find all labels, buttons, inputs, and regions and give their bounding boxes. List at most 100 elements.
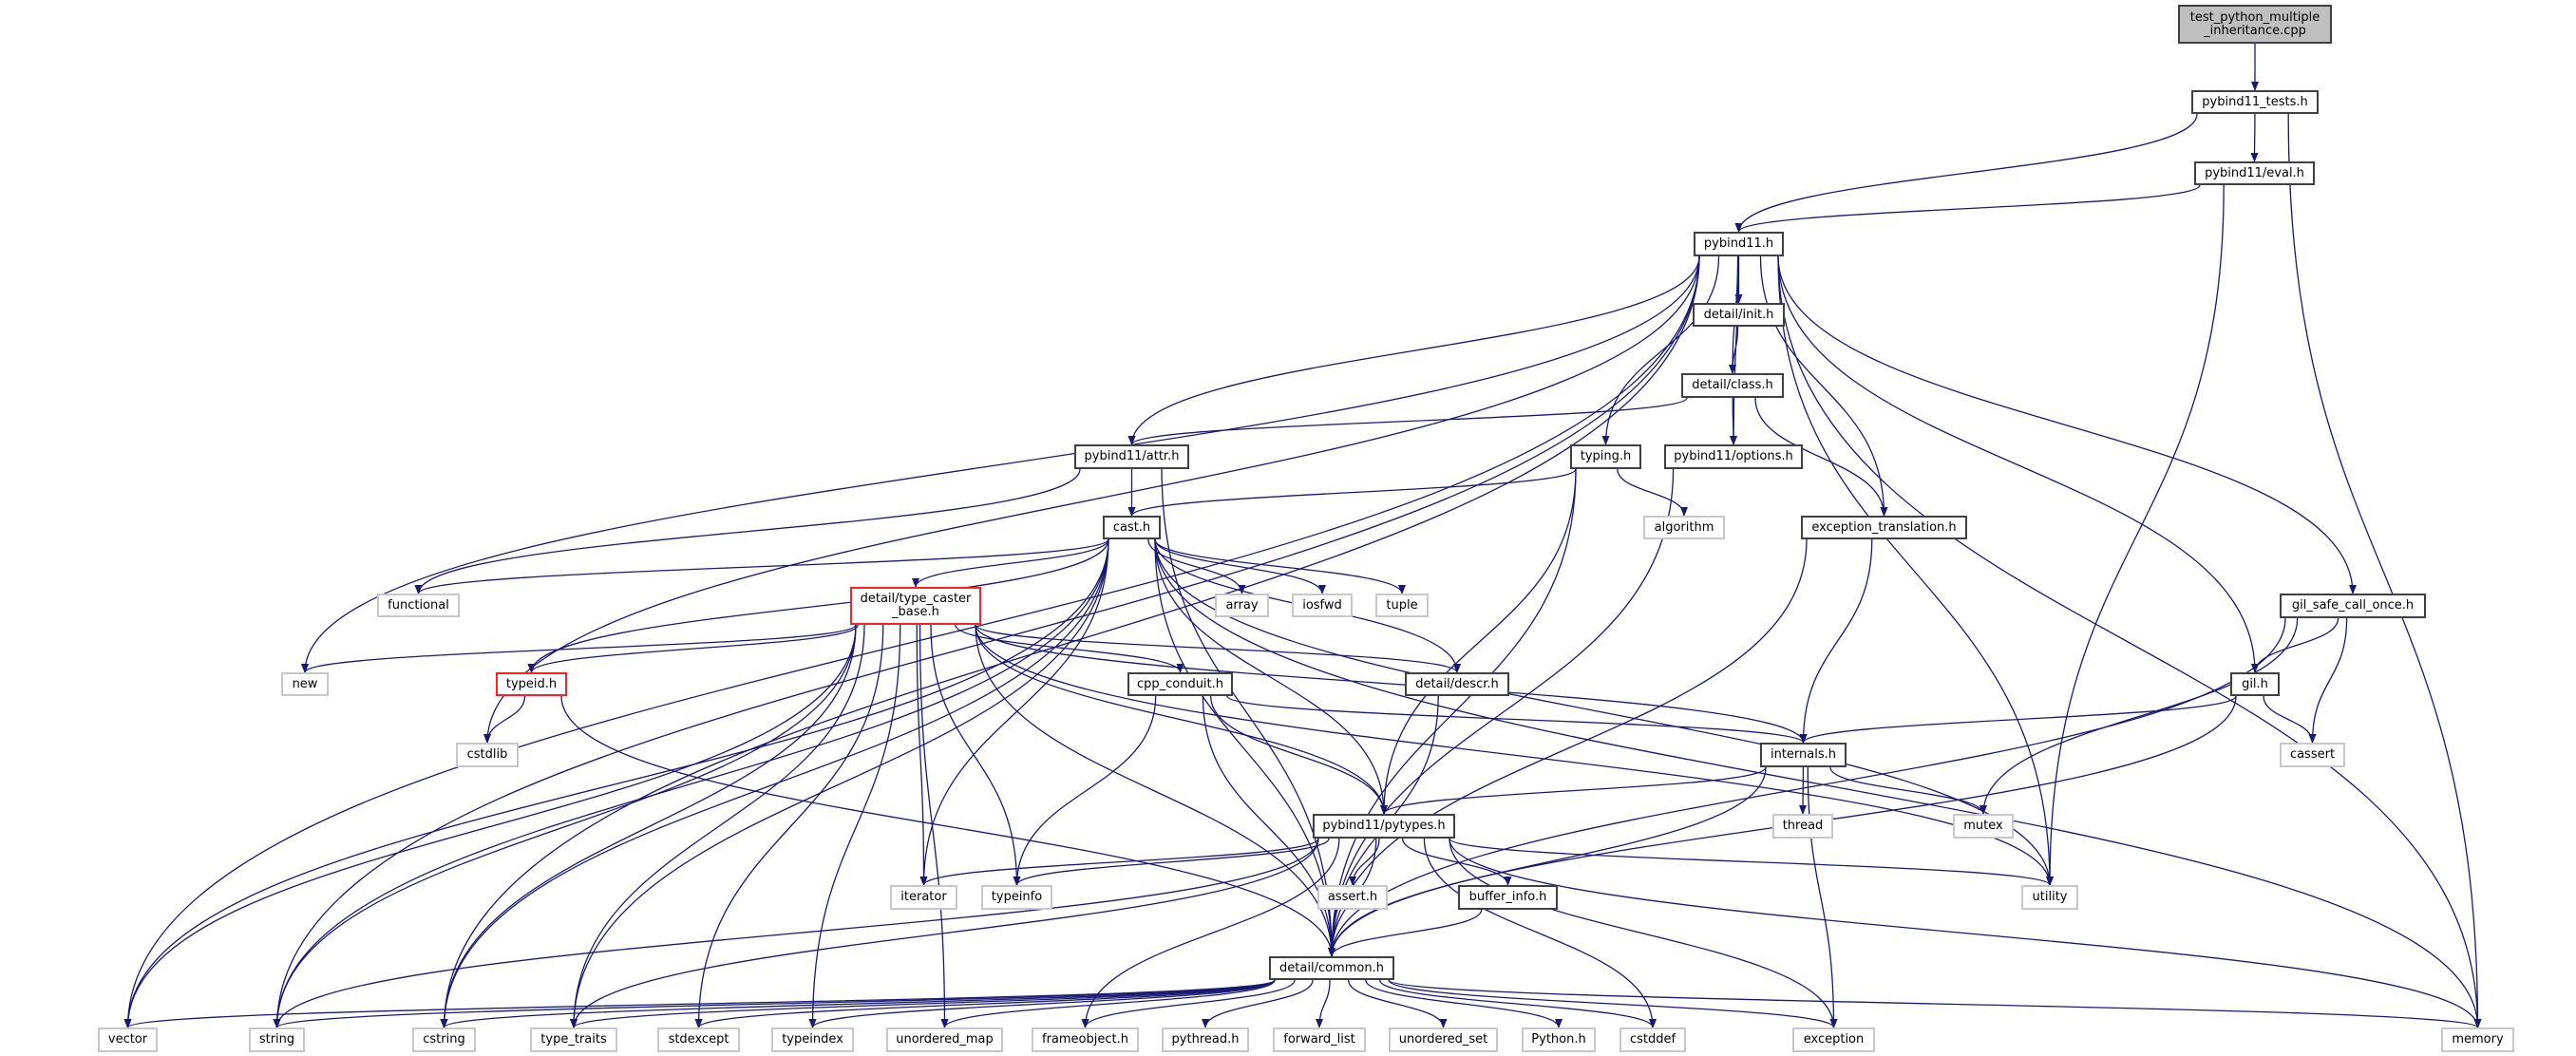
edge-cast-to-functional xyxy=(414,538,1109,594)
node-descr[interactable]: detail/descr.h xyxy=(1405,672,1509,696)
edge-cpp_conduit-to-typeinfo xyxy=(1013,695,1157,886)
edge-pybind11-to-utility xyxy=(1777,255,2054,886)
node-cassert: cassert xyxy=(2280,743,2345,767)
edge-cast-to-pytypes xyxy=(1154,538,1388,815)
edge-internals-to-mutex xyxy=(1829,766,1987,815)
node-frameobject: frameobject.h xyxy=(1032,1028,1139,1052)
node-typing[interactable]: typing.h xyxy=(1570,444,1641,469)
node-attr[interactable]: pybind11/attr.h xyxy=(1074,444,1189,469)
edge-typing-to-common xyxy=(1328,468,1577,957)
edge-cast-to-memory xyxy=(1154,538,2482,1028)
node-typeinfo: typeinfo xyxy=(981,885,1052,910)
edge-common-to-unordered_set xyxy=(1347,979,1448,1028)
node-utility: utility xyxy=(2021,885,2078,910)
edge-common-to-string xyxy=(273,979,1276,1028)
node-pybind11[interactable]: pybind11.h xyxy=(1694,232,1784,256)
node-unordered-map: unordered_map xyxy=(886,1028,1003,1052)
edge-common-to-cstring xyxy=(440,979,1276,1028)
edge-typeid-to-cstdlib xyxy=(483,695,526,744)
node-init[interactable]: detail/init.h xyxy=(1693,303,1785,327)
edge-cast-to-array xyxy=(1147,538,1246,594)
edge-tcb-to-stdexcept xyxy=(694,624,884,1028)
node-cstddef: cstddef xyxy=(1619,1028,1686,1052)
edge-cast-to-tuple xyxy=(1154,538,1406,594)
edge-pytypes-to-utility xyxy=(1449,838,2054,886)
edge-pybind11-to-gsco xyxy=(1777,255,2357,594)
edge-pytypes-to-iterator xyxy=(919,838,1319,886)
edge-pytypes-to-buffer_info xyxy=(1401,838,1512,886)
edge-common-to-type_traits xyxy=(570,979,1276,1028)
edge-buffer_info-to-common xyxy=(1328,909,1483,957)
edge-tcb-to-typeinfo xyxy=(930,624,1021,886)
node-buffer-info[interactable]: buffer_info.h xyxy=(1458,885,1558,910)
edge-pytypes-to-assert xyxy=(1349,838,1380,886)
node-cpp-conduit[interactable]: cpp_conduit.h xyxy=(1127,672,1233,696)
edge-tcb-to-descr xyxy=(975,624,1461,673)
edge-pybind11-to-memory xyxy=(1777,255,2482,1028)
node-exception: exception xyxy=(1792,1028,1875,1052)
node-forward-list: forward_list xyxy=(1273,1028,1366,1052)
edge-cpp_conduit-to-common xyxy=(1202,695,1335,957)
edge-typing-to-cast xyxy=(1127,468,1577,517)
node-exc-trans[interactable]: exception_translation.h xyxy=(1801,516,1967,539)
node-type-traits: type_traits xyxy=(530,1028,617,1052)
edge-attr-to-functional xyxy=(414,468,1081,594)
edge-tcb-to-common xyxy=(975,624,1335,957)
edge-tcb-to-string xyxy=(273,624,857,1028)
edge-internals-to-pytypes xyxy=(1380,766,1767,815)
node-unordered-set: unordered_set xyxy=(1389,1028,1498,1052)
edge-common-to-cstddef xyxy=(1379,979,1657,1028)
node-title[interactable]: test_python_multiple _inheritance.cpp xyxy=(2178,5,2332,44)
edge-common-to-python xyxy=(1365,979,1563,1028)
edge-gil-to-internals xyxy=(1799,695,2237,744)
edge-common-to-exception xyxy=(1388,979,1838,1028)
node-gil[interactable]: gil.h xyxy=(2230,672,2280,696)
edge-tcb-to-typeindex xyxy=(808,624,901,1028)
node-gsco[interactable]: gil_safe_call_once.h xyxy=(2280,594,2426,618)
node-pytypes[interactable]: pybind11/pytypes.h xyxy=(1313,814,1455,839)
edge-exc_trans-to-common xyxy=(1328,538,1808,957)
edge-cast-to-common xyxy=(1154,538,1335,957)
node-array: array xyxy=(1215,594,1269,617)
edge-class-to-attr xyxy=(1127,397,1688,445)
node-class[interactable]: detail/class.h xyxy=(1681,373,1784,398)
edge-cast-to-type_traits xyxy=(570,538,1109,1028)
node-tcb[interactable]: detail/type_caster _base.h xyxy=(850,587,981,625)
edge-pybind11-to-gil xyxy=(1777,255,2259,673)
node-internals[interactable]: internals.h xyxy=(1760,743,1847,767)
edge-pybind11-to-cstdlib xyxy=(483,255,1700,744)
edge-cast-to-iterator xyxy=(919,538,1109,886)
edge-pytypes-to-cstddef xyxy=(1423,838,1657,1028)
edge-gil-to-cassert xyxy=(2263,695,2317,744)
edge-tcb-to-type_traits xyxy=(570,624,865,1028)
edge-tcb-to-pytypes xyxy=(975,624,1388,815)
node-vector: vector xyxy=(98,1028,158,1052)
edge-common-to-stdexcept xyxy=(694,979,1276,1028)
edge-cast-to-iosfwd xyxy=(1154,538,1326,594)
node-tests[interactable]: pybind11_tests.h xyxy=(2191,90,2319,114)
edge-common-to-memory xyxy=(1388,979,2482,1028)
node-typeindex: typeindex xyxy=(771,1028,854,1052)
edge-tests-to-memory xyxy=(2287,113,2482,1028)
edge-pybind11-to-string xyxy=(273,255,1700,1028)
node-common[interactable]: detail/common.h xyxy=(1269,956,1394,980)
node-options[interactable]: pybind11/options.h xyxy=(1664,444,1803,469)
node-iterator: iterator xyxy=(890,885,957,910)
edge-eval-to-pybind11 xyxy=(1734,184,2201,233)
edge-pytypes-to-type_traits xyxy=(570,838,1319,1028)
edge-tcb-to-vector xyxy=(123,624,857,1028)
edge-common-to-frameobject xyxy=(1081,979,1296,1028)
node-typeid[interactable]: typeid.h xyxy=(496,672,567,696)
node-eval[interactable]: pybind11/eval.h xyxy=(2194,161,2315,185)
edge-gsco-to-mutex xyxy=(1979,617,2299,815)
node-cast[interactable]: cast.h xyxy=(1103,516,1161,539)
edge-pybind11-to-typing xyxy=(1601,255,1720,445)
edge-tcb-to-iterator xyxy=(916,624,928,886)
node-string: string xyxy=(249,1028,305,1052)
edge-class-to-exc_trans xyxy=(1754,397,1888,517)
node-stdexcept: stdexcept xyxy=(657,1028,740,1052)
edge-options-to-common xyxy=(1328,468,1675,957)
edge-tcb-to-new xyxy=(301,624,857,673)
edge-gsco-to-cassert xyxy=(2308,617,2348,744)
